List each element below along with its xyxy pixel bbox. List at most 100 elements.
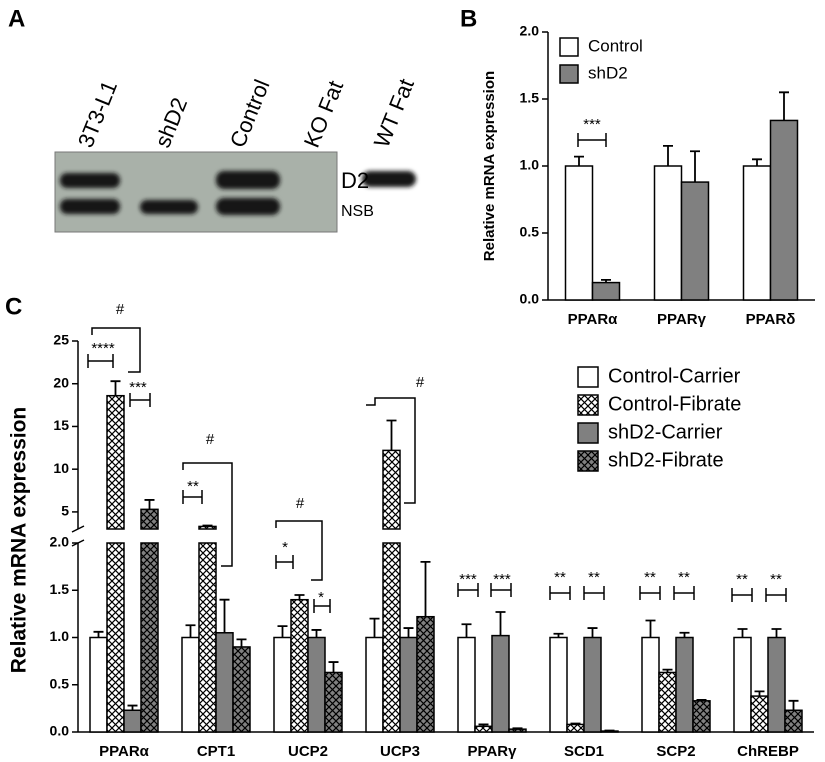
y-tick-label: 10 <box>53 460 69 476</box>
x-tick-label: UCP3 <box>380 743 420 760</box>
error-bar <box>478 723 489 727</box>
bar <box>273 636 292 733</box>
significance-bracket <box>275 555 294 569</box>
significance-label: *** <box>583 116 601 133</box>
significance-bracket <box>731 588 753 602</box>
bar <box>549 636 568 733</box>
bar <box>733 636 752 733</box>
error-bar <box>219 598 230 633</box>
bar <box>181 636 200 733</box>
significance-bracket <box>91 327 141 373</box>
error-bar <box>663 145 673 166</box>
bar <box>564 165 594 301</box>
bar <box>769 119 799 301</box>
error-bar <box>553 632 564 638</box>
significance-label: # <box>296 495 305 512</box>
bar <box>89 636 108 733</box>
legend-swatch <box>577 422 599 444</box>
x-tick-label: UCP2 <box>288 743 328 760</box>
bar <box>232 646 251 733</box>
bar <box>767 636 786 733</box>
bar <box>106 542 125 733</box>
bar <box>416 615 435 733</box>
y-tick-label: 0.0 <box>50 723 70 739</box>
significance-bracket <box>639 586 661 600</box>
x-tick-label: PPARα <box>568 311 619 328</box>
significance-bracket <box>87 354 114 368</box>
legend-swatch <box>577 394 599 416</box>
legend-label: Control <box>588 36 643 55</box>
bar <box>198 525 217 530</box>
bar <box>215 632 234 733</box>
bar <box>399 636 418 733</box>
significance-label: # <box>116 301 125 318</box>
panel-label: A <box>8 5 25 32</box>
bar <box>784 709 803 733</box>
error-bar <box>386 419 397 451</box>
legend-label: Control-Fibrate <box>608 393 741 415</box>
bar <box>491 634 510 733</box>
bar <box>583 636 602 733</box>
error-bar <box>587 627 598 638</box>
error-bar <box>690 150 700 183</box>
significance-label: ** <box>644 569 656 586</box>
x-tick-label: PPARα <box>99 743 150 760</box>
y-tick-label: 0.0 <box>520 291 540 307</box>
error-bar <box>754 690 765 697</box>
bar <box>365 636 384 733</box>
bar <box>382 542 401 733</box>
error-bar <box>752 158 762 166</box>
bar <box>680 181 710 301</box>
legend-label: shD2 <box>588 63 628 82</box>
significance-label: *** <box>459 571 477 588</box>
significance-bracket <box>457 583 479 597</box>
bar <box>324 671 343 733</box>
significance-label: *** <box>129 379 147 396</box>
error-bar <box>679 631 690 638</box>
y-tick-label: 0.5 <box>520 224 540 240</box>
significance-bracket <box>275 520 323 581</box>
bar <box>106 394 125 530</box>
significance-bracket <box>182 462 233 567</box>
error-bar <box>93 630 104 638</box>
error-bar <box>311 629 322 638</box>
significance-label: # <box>206 431 215 448</box>
legend-label: shD2-Carrier <box>608 421 723 443</box>
error-bar <box>737 628 748 638</box>
significance-label: ** <box>588 569 600 586</box>
y-axis-label: Relative mRNA expression <box>481 71 498 261</box>
chart-panel: B Relative mRNA expression 0.0 0.5 1.0 1.5 2.0… <box>460 5 815 328</box>
error-bar <box>144 499 155 510</box>
bar <box>307 636 326 733</box>
bar <box>123 709 142 733</box>
y-tick-label: 2.0 <box>50 534 70 550</box>
bar <box>290 598 309 733</box>
axis-break <box>71 525 85 547</box>
y-tick-label: 1.0 <box>50 628 70 644</box>
x-tick-label: SCP2 <box>656 743 695 760</box>
error-bar <box>645 619 656 638</box>
error-bar <box>110 380 121 396</box>
significance-label: ** <box>187 478 199 495</box>
error-bar <box>294 594 305 600</box>
bar <box>653 165 683 301</box>
lane-label: KO Fat <box>299 77 348 151</box>
bar <box>742 165 772 301</box>
lane-label: Control <box>225 76 275 151</box>
y-tick-label: 2.0 <box>520 23 540 39</box>
legend-swatch <box>577 366 599 388</box>
bar <box>692 700 711 733</box>
significance-label: ** <box>736 571 748 588</box>
y-axis-label: Relative mRNA expression <box>8 407 31 674</box>
legend-label: shD2-Fibrate <box>608 449 724 471</box>
significance-label: *** <box>493 571 511 588</box>
band-label: NSB <box>341 203 374 220</box>
significance-bracket <box>577 133 607 147</box>
lane-label: shD2 <box>150 94 192 151</box>
error-bar <box>696 698 707 701</box>
error-bar <box>202 524 213 527</box>
band-label: D2 <box>341 168 369 193</box>
legend-label: Control-Carrier <box>608 365 741 387</box>
bar <box>508 728 527 733</box>
x-tick-label: PPARγ <box>657 311 707 328</box>
